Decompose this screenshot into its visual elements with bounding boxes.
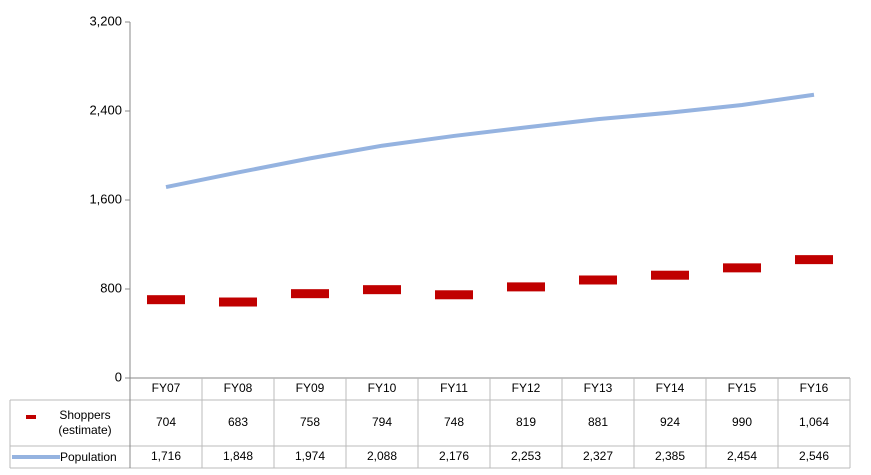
table-value: 1,974	[295, 449, 325, 463]
legend-marker	[26, 415, 36, 419]
y-tick-label: 1,600	[89, 191, 122, 206]
y-tick-label: 0	[115, 369, 122, 384]
shopper-marker	[507, 282, 545, 292]
population-line	[165, 92, 815, 190]
y-tick-label: 3,200	[89, 13, 122, 28]
shopper-marker	[795, 255, 833, 265]
shopper-marker	[579, 275, 617, 285]
legend-label-box: Shoppers (estimate)	[58, 408, 112, 437]
table-value: 2,176	[439, 449, 469, 463]
table-value: 881	[588, 415, 608, 429]
shopper-marker	[147, 295, 185, 305]
x-tick-label: FY15	[728, 381, 757, 395]
x-tick-label: FY09	[296, 381, 325, 395]
legend-label: Shoppers (estimate)	[58, 408, 112, 437]
table-value: 1,716	[151, 449, 181, 463]
x-tick-label: FY10	[368, 381, 397, 395]
y-tick-label: 800	[100, 280, 122, 295]
x-tick-label: FY16	[800, 381, 829, 395]
y-tick-label: 2,400	[89, 102, 122, 117]
table-value: 748	[444, 415, 464, 429]
x-tick-label: FY13	[584, 381, 613, 395]
x-tick-label: FY08	[224, 381, 253, 395]
table-value: 794	[372, 415, 392, 429]
x-tick-label: FY11	[440, 381, 468, 395]
table-value: 924	[660, 415, 680, 429]
shopper-marker	[435, 290, 473, 300]
table-value: 704	[156, 415, 176, 429]
x-tick-label: FY12	[512, 381, 541, 395]
shopper-marker	[363, 285, 401, 295]
x-tick-label: FY14	[656, 381, 685, 395]
shopper-marker	[723, 263, 761, 273]
table-value: 2,088	[367, 449, 397, 463]
table-value: 2,385	[655, 449, 685, 463]
table-value: 2,454	[727, 449, 757, 463]
table-value: 819	[516, 415, 536, 429]
table-value: 683	[228, 415, 248, 429]
shopper-marker	[651, 270, 689, 280]
table-value: 2,253	[511, 449, 541, 463]
legend-label: Population	[60, 450, 117, 464]
x-tick-label: FY07	[152, 381, 181, 395]
table-value: 2,546	[799, 449, 829, 463]
table-value: 1,064	[799, 415, 829, 429]
table-value: 990	[732, 415, 752, 429]
table-value: 1,848	[223, 449, 253, 463]
shopper-marker	[219, 297, 257, 307]
table-value: 2,327	[583, 449, 613, 463]
table-value: 758	[300, 415, 320, 429]
shopper-marker	[291, 289, 329, 299]
